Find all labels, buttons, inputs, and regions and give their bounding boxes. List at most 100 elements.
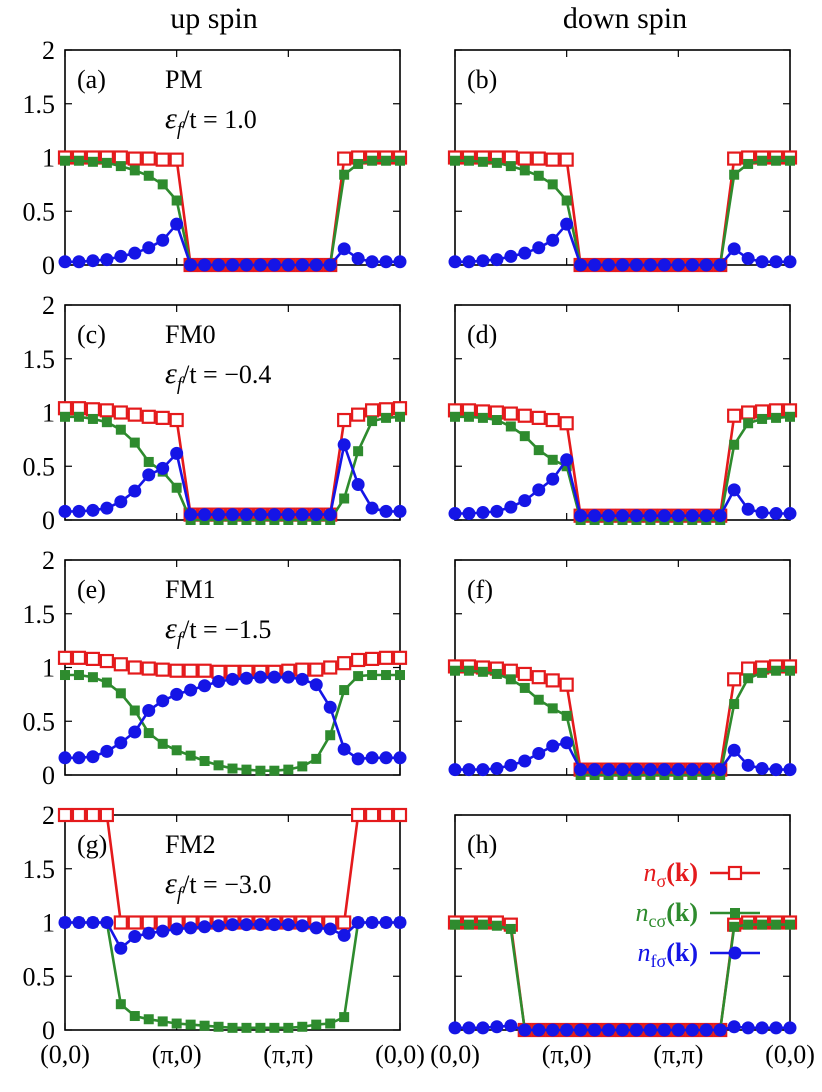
series-line: [455, 409, 790, 518]
data-point: [532, 241, 546, 255]
data-point: [392, 807, 408, 823]
series-n-sigma: [57, 150, 408, 273]
data-point: [616, 258, 629, 272]
panel-c: 0 0.5 1 1.5 2 (c) FM0 εf/t = −0.4: [23, 291, 408, 535]
data-point: [337, 656, 352, 671]
data-point: [743, 673, 754, 684]
data-point: [142, 926, 156, 940]
legend: nσ(k) ncσ(k) nfσ(k): [636, 858, 760, 971]
data-point: [783, 763, 797, 777]
data-point: [757, 919, 768, 930]
data-point: [185, 1019, 196, 1030]
data-point: [490, 762, 504, 776]
data-point: [491, 157, 502, 168]
data-point: [351, 752, 365, 766]
y-tick-label: 2: [42, 291, 55, 320]
y-tick-label: 0: [42, 251, 55, 280]
data-point: [353, 158, 364, 169]
data-point: [491, 920, 502, 931]
data-point: [379, 255, 393, 269]
panel-a: 0 0.5 1 1.5 2 (a) PM εf/t = 1.0: [23, 36, 408, 280]
data-point: [197, 663, 212, 678]
data-point: [531, 151, 546, 166]
data-point: [393, 751, 407, 765]
data-point: [503, 406, 518, 421]
data-point: [170, 922, 184, 936]
data-point: [127, 660, 142, 675]
data-point: [337, 412, 352, 428]
data-point: [685, 1023, 699, 1037]
data-point: [743, 418, 754, 429]
data-point: [771, 919, 782, 930]
series-nf-sigma: [448, 736, 797, 777]
data-point: [184, 683, 198, 697]
panel-label: (c): [77, 320, 106, 349]
data-point: [381, 412, 392, 423]
data-point: [351, 407, 366, 422]
data-point: [476, 254, 490, 268]
data-point: [86, 916, 100, 929]
data-point: [545, 412, 560, 428]
data-point: [100, 916, 114, 929]
phase-label: FM0: [165, 320, 216, 349]
data-point: [602, 509, 616, 523]
data-point: [785, 155, 795, 166]
data-point: [127, 407, 142, 422]
data-point: [685, 509, 699, 523]
data-point: [769, 255, 783, 269]
series-nc-sigma: [450, 155, 795, 270]
data-point: [518, 1023, 532, 1037]
data-point: [741, 661, 756, 676]
data-point: [755, 505, 769, 519]
series-line: [65, 673, 400, 773]
data-point: [559, 677, 574, 692]
data-point: [365, 501, 379, 515]
data-point: [476, 1021, 490, 1035]
data-point: [171, 482, 182, 493]
x-tick-label: (0,0): [375, 1040, 425, 1069]
data-point: [463, 665, 474, 676]
data-point: [713, 763, 727, 777]
data-point: [505, 421, 516, 432]
data-point: [713, 509, 727, 523]
data-point: [141, 915, 156, 930]
panel-label: (a): [77, 65, 106, 94]
data-point: [267, 508, 281, 522]
data-point: [58, 504, 72, 518]
column-title-down-spin: down spin: [563, 2, 687, 35]
data-point: [199, 1020, 210, 1031]
data-point: [379, 751, 393, 765]
data-point: [239, 258, 253, 272]
data-point: [574, 1023, 588, 1037]
series-nf-sigma: [58, 670, 407, 766]
data-point: [169, 412, 184, 428]
data-point: [757, 413, 768, 424]
data-point: [699, 258, 713, 272]
data-point: [113, 405, 128, 420]
y-tick-label: 0: [42, 1016, 55, 1045]
data-point: [532, 747, 546, 760]
y-tick-label: 1.5: [23, 345, 56, 374]
data-point: [729, 169, 740, 180]
data-point: [657, 1023, 671, 1037]
data-point: [533, 694, 544, 705]
data-point: [269, 1022, 280, 1033]
data-point: [727, 672, 742, 687]
data-point: [490, 253, 504, 267]
data-point: [87, 672, 98, 683]
data-point: [771, 155, 782, 166]
data-point: [226, 672, 239, 686]
data-point: [311, 1019, 322, 1030]
data-point: [198, 679, 212, 693]
data-point: [561, 195, 572, 206]
panel-e: 0 0.5 1 1.5 2 (e) FM1 εf/t = −1.5: [23, 546, 408, 790]
data-point: [57, 650, 73, 665]
data-point: [86, 750, 100, 764]
data-point: [339, 1012, 350, 1023]
y-tick-label: 2: [42, 801, 55, 830]
data-point: [185, 750, 196, 761]
data-point: [729, 921, 740, 932]
data-point: [85, 402, 101, 417]
data-point: [295, 508, 309, 522]
data-point: [114, 941, 128, 955]
